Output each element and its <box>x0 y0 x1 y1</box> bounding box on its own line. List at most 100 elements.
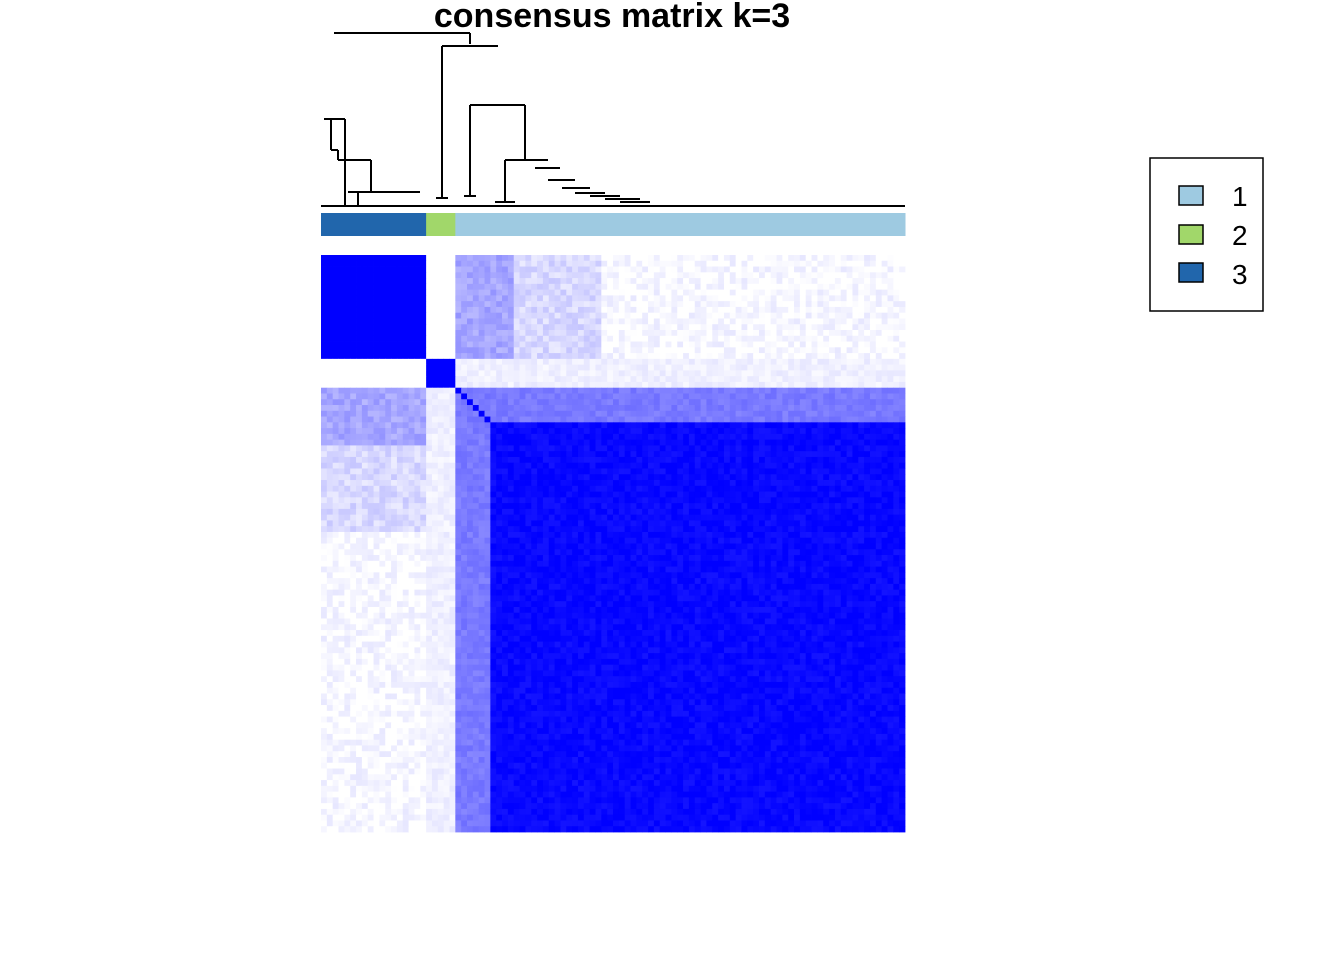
heatmap-cell <box>613 485 620 492</box>
heatmap-cell <box>653 393 661 400</box>
heatmap-cell <box>373 341 380 348</box>
heatmap-cell <box>326 370 334 377</box>
heatmap-cell <box>747 353 754 360</box>
heatmap-cell <box>858 376 865 383</box>
heatmap-cell <box>642 301 649 308</box>
heatmap-cell <box>478 370 485 377</box>
heatmap-cell <box>642 330 649 337</box>
heatmap-cell <box>636 278 643 285</box>
heatmap-cell <box>881 283 888 291</box>
heatmap-cell <box>572 508 579 516</box>
heatmap-cell <box>677 433 684 441</box>
heatmap-cell <box>537 393 544 400</box>
heatmap-cell <box>887 480 894 487</box>
heatmap-cell <box>630 301 637 308</box>
heatmap-cell <box>805 433 812 441</box>
heatmap-cell <box>350 537 357 544</box>
heatmap-cell <box>829 416 836 423</box>
heatmap-cell <box>776 295 783 302</box>
heatmap-cell <box>548 266 555 273</box>
heatmap-cell <box>548 289 555 296</box>
heatmap-cell <box>834 468 842 475</box>
heatmap-cell <box>665 520 672 527</box>
heatmap-cell <box>858 428 865 435</box>
heatmap-cell <box>618 364 626 371</box>
heatmap-cell <box>437 278 445 285</box>
heatmap-cell <box>782 255 789 262</box>
heatmap-cell <box>659 381 666 389</box>
heatmap-cell <box>677 491 684 498</box>
heatmap-cell <box>542 295 550 302</box>
heatmap-cell <box>712 410 719 417</box>
heatmap-cell <box>858 514 865 521</box>
heatmap-cell <box>829 272 836 279</box>
heatmap-cell <box>852 306 859 314</box>
heatmap-cell <box>402 497 409 504</box>
heatmap-cell <box>321 381 328 389</box>
heatmap-cell <box>688 456 696 464</box>
heatmap-cell <box>350 520 357 527</box>
heatmap-cell <box>805 399 812 406</box>
heatmap-cell <box>642 335 649 342</box>
heatmap-cell <box>426 330 433 337</box>
heatmap-cell <box>601 306 608 314</box>
heatmap-cell <box>706 266 713 273</box>
heatmap-cell <box>537 318 544 325</box>
heatmap-cell <box>659 295 666 302</box>
heatmap-cell <box>350 387 357 394</box>
heatmap-cell <box>577 422 585 429</box>
heatmap-cell <box>653 358 661 366</box>
heatmap-cell <box>537 335 544 342</box>
heatmap-cell <box>659 428 666 435</box>
heatmap-cell <box>396 416 404 423</box>
heatmap-cell <box>414 526 421 533</box>
heatmap-cell <box>747 485 754 492</box>
heatmap-cell <box>583 358 591 366</box>
heatmap-cell <box>420 433 427 441</box>
heatmap-cell <box>589 462 596 469</box>
heatmap-cell <box>852 520 859 527</box>
heatmap-cell <box>560 497 567 504</box>
heatmap-cell <box>502 347 509 354</box>
heatmap-cell <box>554 312 561 319</box>
heatmap-cell <box>385 358 392 366</box>
heatmap-cell <box>823 439 830 446</box>
heatmap-cell <box>443 272 450 279</box>
heatmap-cell <box>338 260 345 267</box>
heatmap-cell <box>490 497 497 504</box>
heatmap-cell <box>490 537 497 544</box>
heatmap-cell <box>899 514 906 521</box>
heatmap-cell <box>449 278 456 285</box>
heatmap-cell <box>630 353 637 360</box>
heatmap-cell <box>788 474 795 481</box>
heatmap-cell <box>817 433 824 441</box>
heatmap-cell <box>502 451 509 458</box>
heatmap-cell <box>759 422 766 429</box>
heatmap-cell <box>332 312 339 319</box>
heatmap-cell <box>490 520 497 527</box>
heatmap-cell <box>665 330 672 337</box>
heatmap-cell <box>467 410 474 417</box>
heatmap-cell <box>537 324 544 331</box>
heatmap-cell <box>659 480 666 487</box>
heatmap-cell <box>338 278 345 285</box>
heatmap-cell <box>829 508 836 516</box>
heatmap-cell <box>846 508 853 516</box>
heatmap-cell <box>782 295 789 302</box>
heatmap-cell <box>683 485 690 492</box>
heatmap-cell <box>712 353 719 360</box>
heatmap-cell <box>542 376 550 383</box>
heatmap-cell <box>332 491 339 498</box>
heatmap-cell <box>502 330 509 337</box>
heatmap-cell <box>391 353 398 360</box>
heatmap-cell <box>519 278 526 285</box>
heatmap-cell <box>858 503 865 510</box>
heatmap-cell <box>677 526 684 533</box>
heatmap-cell <box>373 381 380 389</box>
heatmap-cell <box>899 468 906 475</box>
heatmap-cell <box>502 474 509 481</box>
heatmap-cell <box>846 353 853 360</box>
heatmap-cell <box>683 370 690 377</box>
heatmap-cell <box>519 364 526 371</box>
